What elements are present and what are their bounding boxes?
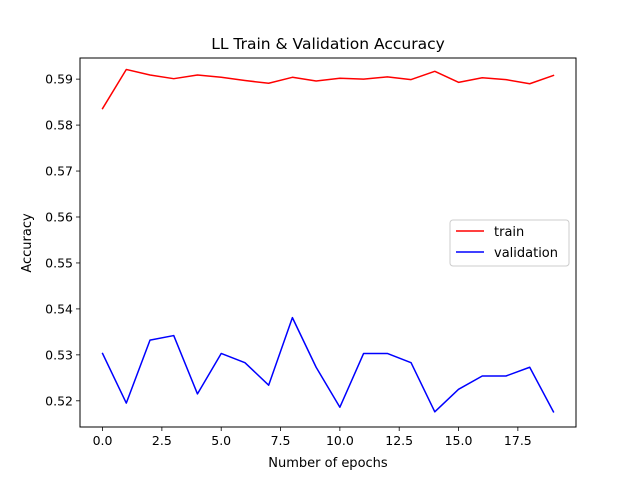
y-tick-label: 0.56 [45, 209, 73, 224]
series-line-train [101, 68, 555, 110]
x-tick-label: 5.0 [211, 433, 231, 448]
y-tick-label: 0.58 [45, 118, 73, 133]
y-tick-label: 0.57 [45, 164, 73, 179]
plot-frame [79, 57, 577, 428]
x-tick-label: 17.5 [504, 433, 532, 448]
y-tick-label: 0.55 [45, 255, 73, 270]
chart-title: LL Train & Validation Accuracy [211, 35, 445, 53]
legend-label-validation: validation [494, 246, 558, 261]
y-tick-label: 0.54 [45, 301, 73, 316]
y-tick-label: 0.53 [45, 347, 73, 362]
x-tick-label: 15.0 [445, 433, 473, 448]
x-axis-label: Number of epochs [268, 456, 388, 471]
y-tick-label: 0.59 [45, 72, 73, 87]
legend-label-train: train [494, 225, 524, 240]
x-tick-label: 10.0 [326, 433, 354, 448]
x-tick-label: 7.5 [271, 433, 291, 448]
legend: train validation [449, 219, 570, 267]
y-tick-label: 0.52 [45, 393, 73, 408]
x-tick-label: 2.5 [152, 433, 172, 448]
y-axis: 0.52 0.53 0.54 0.55 0.56 0.57 0.58 0.59 [45, 72, 80, 408]
series-line-validation [101, 316, 555, 413]
x-tick-label: 0.0 [93, 433, 113, 448]
x-tick-label: 12.5 [385, 433, 413, 448]
plot-lines [101, 68, 555, 413]
y-axis-label: Accuracy [20, 213, 35, 273]
x-axis: 0.0 2.5 5.0 7.5 10.0 12.5 15.0 17.5 [93, 427, 532, 448]
